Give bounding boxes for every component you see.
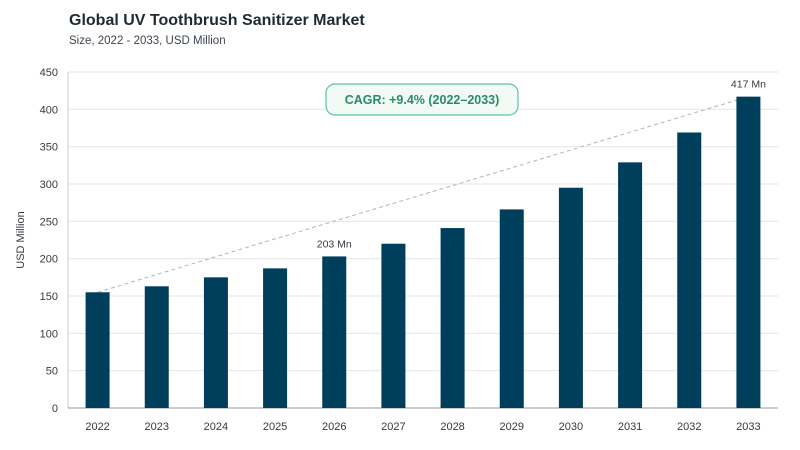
y-tick-label: 400: [40, 104, 58, 116]
gridlines: [67, 71, 778, 409]
bar-2025: [263, 268, 288, 408]
x-tick-label: 2025: [263, 421, 287, 433]
bar-2026: [322, 256, 347, 408]
y-tick-label: 150: [40, 291, 58, 303]
y-tick-label: 450: [40, 67, 58, 79]
data-label-2026: 203 Mn: [317, 238, 352, 250]
y-tick-label: 250: [40, 216, 58, 228]
bar-2028: [440, 228, 465, 408]
cagr-box: [325, 83, 519, 116]
x-tick-label: 2029: [500, 421, 524, 433]
bars: [85, 96, 761, 409]
y-tick-label: 350: [40, 142, 58, 154]
y-tick-label: 300: [40, 179, 58, 191]
x-tick-label: 2023: [145, 421, 169, 433]
data-labels: 203 Mn 417 Mn: [317, 79, 766, 251]
y-tick-label: 200: [40, 254, 58, 266]
x-tick-labels: 2022 2023 2024 2025 2026 2027 2028 2029 2030 2031…: [85, 421, 760, 433]
bar-2032: [677, 132, 702, 409]
x-tick-label: 2031: [618, 421, 642, 433]
cagr-text: CAGR: +9.4% (2022–2033): [345, 93, 500, 107]
bar-2030: [558, 187, 583, 408]
bar-2023: [144, 286, 169, 408]
y-axis-label: USD Million: [15, 211, 27, 268]
x-tick-label: 2032: [677, 421, 701, 433]
chart-subtitle: Size, 2022 - 2033, USD Million: [69, 35, 226, 47]
trend-line-layer: [97, 96, 749, 293]
bar-2027: [381, 243, 406, 408]
y-tick-labels: 0 50 100 150 200 250 300 350 400 450: [40, 67, 58, 415]
x-tick-label: 2027: [381, 421, 405, 433]
bar-2029: [499, 209, 524, 408]
x-tick-label: 2028: [440, 421, 464, 433]
x-tick-label: 2026: [322, 421, 346, 433]
data-label-2033: 417 Mn: [731, 79, 766, 91]
x-tick-label: 2024: [204, 421, 228, 433]
bar-2024: [203, 277, 228, 408]
x-tick-label: 2030: [559, 421, 583, 433]
y-tick-label: 0: [52, 403, 58, 415]
chart-title: Global UV Toothbrush Sanitizer Market: [69, 12, 365, 29]
bar-2033: [736, 96, 761, 408]
y-tick-label: 50: [46, 366, 58, 378]
cagr-annotation: CAGR: +9.4% (2022–2033): [325, 83, 519, 116]
bar-2031: [618, 162, 643, 408]
bar-2022: [85, 292, 110, 408]
x-tick-label: 2022: [85, 421, 109, 433]
cagr-trend-line: [97, 96, 749, 293]
y-tick-label: 100: [40, 328, 58, 340]
x-tick-label: 2033: [736, 421, 760, 433]
